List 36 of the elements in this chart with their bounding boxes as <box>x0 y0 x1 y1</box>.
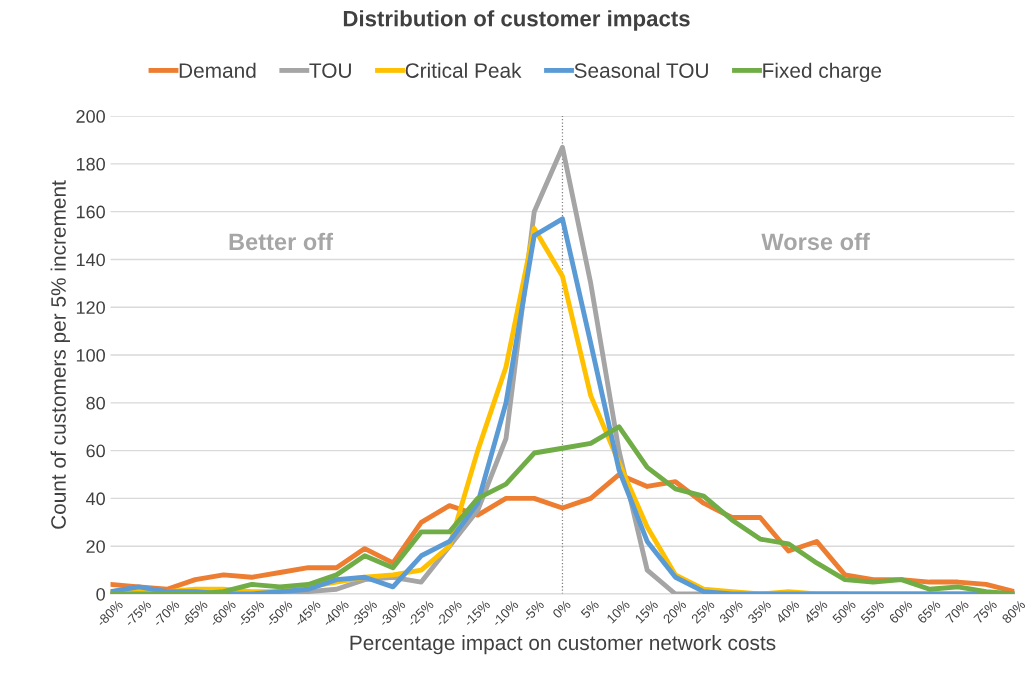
x-tick-label: 40% <box>775 599 800 625</box>
legend-label: Seasonal TOU <box>574 62 708 78</box>
y-tick-label: 120 <box>76 301 105 314</box>
chart-title: Distribution of customer impacts <box>343 10 690 31</box>
x-tick-label: 0% <box>551 599 572 619</box>
y-tick-label: 40 <box>86 492 105 506</box>
y-tick-label: 180 <box>76 157 105 171</box>
x-tick-label: 5% <box>580 599 600 619</box>
annotation: Worse off <box>761 232 870 251</box>
y-tick-label: 60 <box>86 444 105 458</box>
x-tick-label: 60% <box>888 599 913 624</box>
x-tick-label: 55% <box>860 599 885 625</box>
y-tick-label: 100 <box>76 348 105 362</box>
y-tick-label: 160 <box>76 205 105 219</box>
x-tick-label: 30% <box>718 599 744 625</box>
legend-label: Critical Peak <box>405 62 522 78</box>
x-axis-title: Percentage impact on customer network costs <box>350 634 776 655</box>
y-axis-title: Count of customers per 5% increment <box>50 180 70 529</box>
legend-label: Fixed charge <box>763 62 882 83</box>
y-tick-label: 80 <box>86 396 105 410</box>
line-series <box>110 424 1015 594</box>
y-tick-label: 200 <box>76 110 105 123</box>
x-tick-label: 80% <box>1001 599 1026 624</box>
x-tick-label: 75% <box>973 599 998 624</box>
y-tick-label: 140 <box>76 253 105 267</box>
annotation: Better off <box>229 232 334 251</box>
y-tick-label: 20 <box>86 540 105 553</box>
x-tick-label: 45% <box>803 599 829 625</box>
legend-label: TOU <box>309 63 351 78</box>
x-tick-label: 65% <box>916 599 942 624</box>
x-tick-label: 70% <box>944 599 970 624</box>
legend-label: Demand <box>179 62 256 78</box>
x-tick-label: 35% <box>747 599 772 625</box>
x-tick-label: -5% <box>522 599 545 622</box>
x-tick-label: 50% <box>831 599 857 625</box>
y-tick-label: 0 <box>96 587 105 601</box>
